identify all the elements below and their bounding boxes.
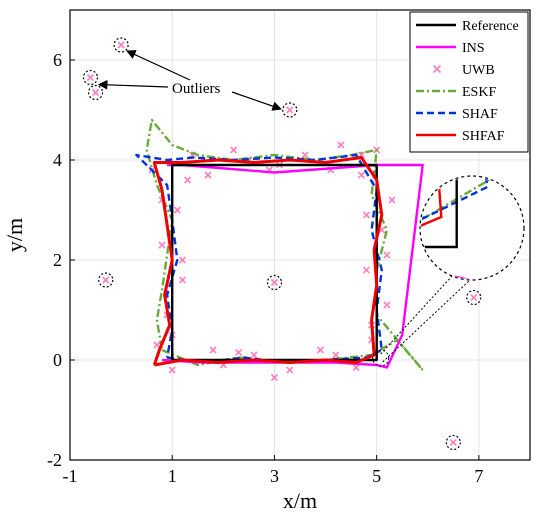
outliers-annotation-label: Outliers — [172, 81, 220, 97]
outlier-point — [266, 274, 283, 291]
x-tick-label: -1 — [63, 466, 78, 486]
outlier-point — [282, 102, 298, 118]
legend-label-shfaf: SHFAF — [462, 129, 505, 144]
uwb-point — [250, 351, 258, 359]
zoom-connector — [380, 275, 453, 355]
outlier-point — [82, 69, 99, 86]
zoom-source-circle — [372, 349, 390, 367]
y-axis-title: y/m — [2, 218, 27, 252]
y-tick-label: 2 — [53, 250, 62, 270]
y-tick-label: 4 — [53, 150, 62, 170]
legend-label-reference: Reference — [462, 19, 519, 34]
uwb-point — [352, 363, 360, 372]
outlier-point — [98, 272, 114, 288]
zoom-inset-circle — [419, 175, 525, 281]
uwb-point — [235, 348, 243, 357]
x-tick-label: 1 — [168, 466, 177, 486]
uwb-point — [337, 141, 345, 149]
shfaf-line — [152, 156, 384, 367]
outliers-annotation: Outliers — [97, 50, 282, 111]
uwb-point — [178, 256, 187, 264]
uwb-point — [158, 241, 166, 249]
legend-label-uwb: UWB — [462, 63, 495, 78]
plot-frame — [69, 9, 531, 461]
uwb-point — [286, 366, 294, 374]
uwb-point — [357, 171, 365, 179]
uwb-point — [383, 301, 391, 309]
uwb-point — [270, 373, 279, 382]
uwb-point — [153, 341, 161, 349]
uwb-point — [383, 251, 391, 259]
y-tick-label: 0 — [53, 350, 62, 370]
y-tick-label: -2 — [47, 450, 62, 470]
uwb-point — [168, 366, 176, 374]
legend-label-eskf: ESKF — [462, 85, 496, 100]
uwb-point — [301, 151, 309, 159]
outlier-point — [445, 434, 461, 451]
outlier-point — [87, 84, 104, 101]
uwb-point — [388, 196, 396, 204]
uwb-point — [183, 176, 192, 184]
uwb-point — [362, 266, 371, 274]
zoom-inset — [372, 175, 525, 367]
uwb-point — [316, 346, 325, 354]
uwb-point — [229, 146, 238, 154]
legend-swatch-uwb — [432, 64, 442, 74]
x-axis-title: x/m — [283, 488, 317, 513]
eskf-line — [145, 118, 424, 372]
annotation-arrow — [231, 91, 282, 111]
y-tick-label: 6 — [53, 50, 62, 70]
uwb-point — [204, 171, 212, 179]
legend: Reference INS UWB ESKF SHAF SHFAF — [409, 11, 529, 153]
uwb-point — [178, 276, 187, 284]
legend-label-shaf: SHAF — [462, 107, 498, 122]
x-tick-label: 5 — [372, 466, 381, 486]
ticks: -1 1 3 5 7 -2 0 2 4 6 — [47, 50, 483, 486]
annotation-arrow — [126, 50, 191, 81]
outlier-point — [466, 289, 482, 306]
annotation-arrow — [97, 80, 169, 90]
legend-box — [409, 11, 529, 153]
uwb-point — [362, 211, 371, 219]
legend-label-ins: INS — [462, 41, 485, 56]
x-tick-label: 7 — [474, 466, 483, 486]
uwb-point — [173, 206, 181, 214]
x-tick-label: 3 — [270, 466, 279, 486]
uwb-point — [332, 351, 340, 359]
outlier-point — [113, 37, 129, 53]
uwb-point — [209, 346, 217, 354]
